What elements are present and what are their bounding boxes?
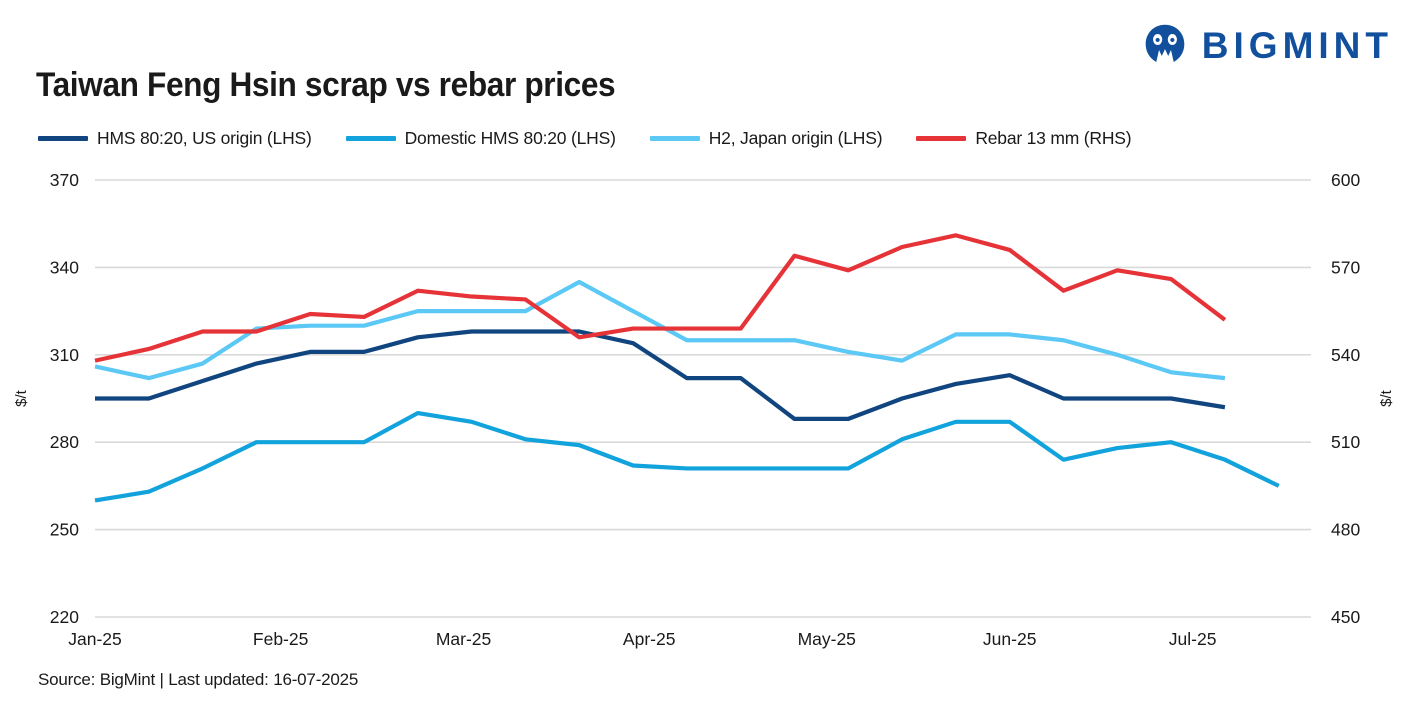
chart-legend: HMS 80:20, US origin (LHS) Domestic HMS … bbox=[38, 128, 1132, 149]
legend-item-hms-us[interactable]: HMS 80:20, US origin (LHS) bbox=[38, 128, 312, 149]
legend-label: Rebar 13 mm (RHS) bbox=[975, 128, 1132, 148]
right-axis-title: $/t bbox=[1378, 389, 1395, 407]
legend-label: Domestic HMS 80:20 (LHS) bbox=[404, 128, 616, 148]
x-axis-tick-label: May-25 bbox=[798, 629, 856, 649]
right-axis-tick-label: 570 bbox=[1331, 257, 1360, 277]
x-axis-tick-label: Feb-25 bbox=[253, 629, 308, 649]
series-line bbox=[94, 410, 1280, 503]
x-axis-tick-label: Jul-25 bbox=[1169, 629, 1217, 649]
legend-item-h2-japan[interactable]: H2, Japan origin (LHS) bbox=[649, 128, 883, 149]
x-axis-tick-label: Apr-25 bbox=[623, 629, 676, 649]
right-axis-tick-label: 480 bbox=[1331, 520, 1360, 540]
legend-item-domestic-hms[interactable]: Domestic HMS 80:20 (LHS) bbox=[345, 128, 616, 149]
legend-swatch-icon bbox=[345, 136, 396, 141]
left-axis-tick-label: 340 bbox=[50, 257, 79, 277]
series-line bbox=[94, 233, 1227, 363]
series-lines-group bbox=[94, 233, 1280, 503]
legend-swatch-icon bbox=[916, 136, 967, 141]
x-axis-tick-label: Jun-25 bbox=[983, 629, 1037, 649]
left-axis-tick-label: 220 bbox=[50, 607, 79, 627]
series-line bbox=[94, 279, 1226, 381]
right-axis-ticks-group: 450 480 510 540 570 600 bbox=[1331, 170, 1360, 627]
page-title: Taiwan Feng Hsin scrap vs rebar prices bbox=[36, 66, 616, 104]
source-footnote: Source: BigMint | Last updated: 16-07-20… bbox=[38, 670, 359, 689]
right-axis-tick-label: 450 bbox=[1331, 607, 1360, 627]
legend-swatch-icon bbox=[649, 136, 700, 141]
legend-label: H2, Japan origin (LHS) bbox=[708, 128, 883, 148]
brand-logo: BIGMINT bbox=[1142, 22, 1393, 68]
x-axis-ticks-group: Jan-25 Feb-25 Mar-25 Apr-25 May-25 Jun-25 Jul-… bbox=[68, 629, 1216, 649]
left-axis-tick-label: 370 bbox=[50, 170, 79, 190]
bigmint-logo-icon bbox=[1145, 24, 1185, 63]
left-axis-ticks-group: 220 250 280 310 340 370 bbox=[50, 170, 79, 627]
series-line bbox=[95, 329, 1226, 421]
right-axis-tick-label: 540 bbox=[1331, 345, 1360, 365]
brand-wordmark: BIGMINT bbox=[1201, 24, 1393, 66]
legend-item-rebar[interactable]: Rebar 13 mm (RHS) bbox=[916, 128, 1132, 149]
right-axis-tick-label: 510 bbox=[1331, 432, 1360, 452]
x-axis-tick-label: Jan-25 bbox=[68, 629, 122, 649]
x-axis-tick-label: Mar-25 bbox=[436, 629, 491, 649]
legend-swatch-icon bbox=[38, 136, 88, 141]
left-axis-tick-label: 250 bbox=[50, 520, 79, 540]
left-axis-title: $/t bbox=[13, 389, 30, 407]
legend-label: HMS 80:20, US origin (LHS) bbox=[97, 128, 312, 148]
right-axis-tick-label: 600 bbox=[1331, 170, 1360, 190]
left-axis-tick-label: 280 bbox=[50, 432, 79, 452]
left-axis-tick-label: 310 bbox=[50, 345, 79, 365]
